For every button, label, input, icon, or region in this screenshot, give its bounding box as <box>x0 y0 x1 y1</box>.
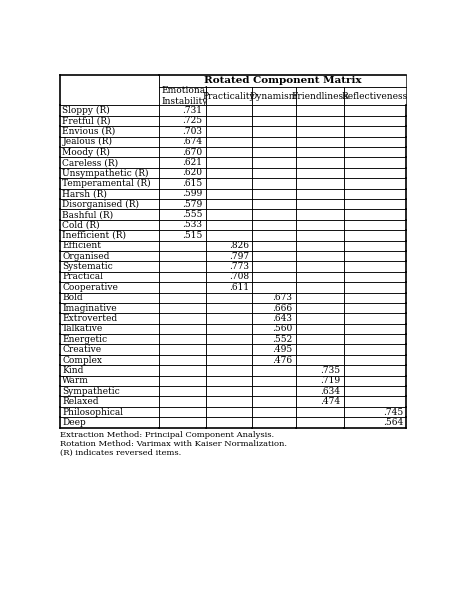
Text: Unsympathetic (R): Unsympathetic (R) <box>62 169 149 178</box>
Text: .474: .474 <box>320 397 340 406</box>
Text: Extroverted: Extroverted <box>62 314 117 323</box>
Text: Bashful (R): Bashful (R) <box>62 210 113 219</box>
Text: Rotated Component Matrix: Rotated Component Matrix <box>204 76 362 85</box>
Text: Efficient: Efficient <box>62 241 101 250</box>
Text: Energetic: Energetic <box>62 335 107 344</box>
Text: Talkative: Talkative <box>62 324 104 333</box>
Text: Careless (R): Careless (R) <box>62 158 118 167</box>
Text: Reflectiveness: Reflectiveness <box>342 92 408 101</box>
Text: Warm: Warm <box>62 376 89 386</box>
Text: Deep: Deep <box>62 418 86 427</box>
Text: .666: .666 <box>273 303 293 313</box>
Text: .674: .674 <box>182 137 202 146</box>
Text: .643: .643 <box>273 314 293 323</box>
Text: .773: .773 <box>229 262 249 271</box>
Text: .797: .797 <box>229 252 249 260</box>
Text: .745: .745 <box>383 408 403 417</box>
Text: Jealous (R): Jealous (R) <box>62 137 112 147</box>
Text: Extraction Method: Principal Component Analysis.: Extraction Method: Principal Component A… <box>60 432 274 439</box>
Text: .564: .564 <box>383 418 403 427</box>
Text: Relaxed: Relaxed <box>62 397 99 406</box>
Text: .495: .495 <box>272 345 293 354</box>
Text: .719: .719 <box>320 376 340 386</box>
Text: Dynamism: Dynamism <box>250 92 298 101</box>
Text: Bold: Bold <box>62 293 83 302</box>
Text: Cold (R): Cold (R) <box>62 221 100 229</box>
Text: Practicality: Practicality <box>202 92 255 101</box>
Text: Imaginative: Imaginative <box>62 303 117 313</box>
Text: .621: .621 <box>182 158 202 167</box>
Text: .615: .615 <box>182 179 202 188</box>
Text: .703: .703 <box>182 127 202 136</box>
Text: Philosophical: Philosophical <box>62 408 123 417</box>
Text: .670: .670 <box>182 148 202 157</box>
Text: .735: .735 <box>320 366 340 375</box>
Text: .673: .673 <box>273 293 293 302</box>
Text: .515: .515 <box>182 231 202 240</box>
Text: Harsh (R): Harsh (R) <box>62 190 107 198</box>
Text: .620: .620 <box>182 169 202 178</box>
Text: (R) indicates reversed items.: (R) indicates reversed items. <box>60 448 181 457</box>
Text: Creative: Creative <box>62 345 101 354</box>
Text: Organised: Organised <box>62 252 110 260</box>
Text: .634: .634 <box>320 387 340 396</box>
Text: Practical: Practical <box>62 272 103 281</box>
Text: .552: .552 <box>272 335 293 344</box>
Text: Kind: Kind <box>62 366 84 375</box>
Text: Complex: Complex <box>62 356 102 365</box>
Text: Envious (R): Envious (R) <box>62 127 116 136</box>
Text: .599: .599 <box>182 190 202 198</box>
Text: .560: .560 <box>272 324 293 333</box>
Text: Cooperative: Cooperative <box>62 283 118 292</box>
Text: .533: .533 <box>182 221 202 229</box>
Text: Disorganised (R): Disorganised (R) <box>62 200 139 209</box>
Text: Rotation Method: Varimax with Kaiser Normalization.: Rotation Method: Varimax with Kaiser Nor… <box>60 440 287 448</box>
Text: Inefficient (R): Inefficient (R) <box>62 231 126 240</box>
Text: Moody (R): Moody (R) <box>62 148 110 157</box>
Text: .731: .731 <box>182 106 202 115</box>
Text: .708: .708 <box>229 272 249 281</box>
Text: Sloppy (R): Sloppy (R) <box>62 106 110 115</box>
Text: Friendliness: Friendliness <box>291 92 348 101</box>
Text: Sympathetic: Sympathetic <box>62 387 120 396</box>
Text: Temperamental (R): Temperamental (R) <box>62 179 151 188</box>
Text: .826: .826 <box>229 241 249 250</box>
Text: Fretful (R): Fretful (R) <box>62 116 111 126</box>
Text: .476: .476 <box>273 356 293 365</box>
Text: Emotional
Instability: Emotional Instability <box>162 86 208 106</box>
Text: .725: .725 <box>182 116 202 126</box>
Text: .611: .611 <box>229 283 249 292</box>
Text: .555: .555 <box>182 210 202 219</box>
Text: Systematic: Systematic <box>62 262 113 271</box>
Text: .579: .579 <box>182 200 202 209</box>
